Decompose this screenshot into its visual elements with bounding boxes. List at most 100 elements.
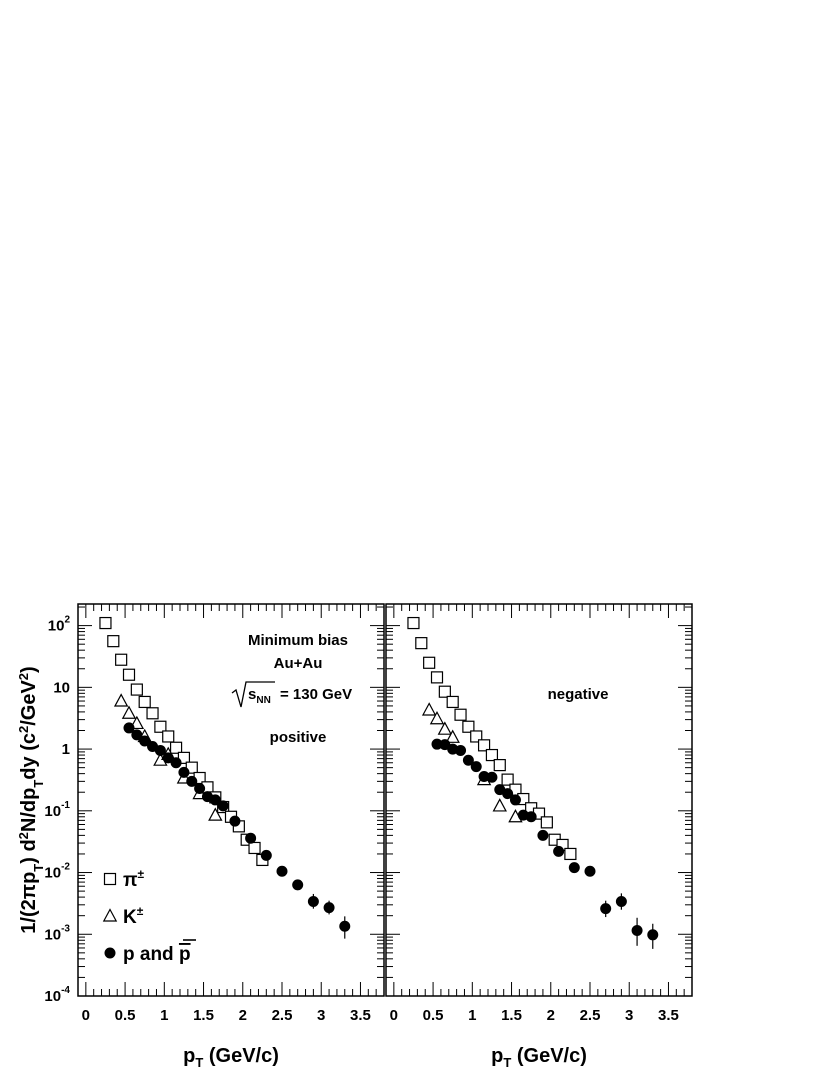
square-point xyxy=(146,707,159,720)
triangle-point xyxy=(113,693,129,707)
square-point xyxy=(115,653,128,666)
y-tick-label: 10 xyxy=(53,679,70,696)
right-panel: 0 0.5 1 1.5 2 2.5 3 3.5 pT (GeV/c) negative xyxy=(385,603,693,1070)
square-point xyxy=(462,720,475,733)
circle-point xyxy=(229,815,241,827)
x-tick-label: 1 xyxy=(468,1007,476,1024)
circle-point xyxy=(339,920,351,932)
triangle-point xyxy=(445,729,460,743)
square-point xyxy=(470,730,483,743)
circle-point xyxy=(217,800,229,812)
square-point xyxy=(438,685,451,698)
circle-point xyxy=(131,729,143,741)
y-tick-label: 10-4 xyxy=(44,985,70,1005)
square-point xyxy=(423,656,436,669)
square-point xyxy=(154,720,167,733)
annotation-minimum-bias: Minimum bias xyxy=(248,632,348,649)
circle-point xyxy=(260,849,272,861)
y-tick-label: 102 xyxy=(48,615,71,635)
circle-point xyxy=(194,782,206,794)
legend-marker-triangle xyxy=(102,908,118,922)
x-tick-label: 3 xyxy=(625,1007,633,1024)
x-tick-label: 0.5 xyxy=(423,1007,444,1024)
circle-point xyxy=(525,811,537,823)
annotation-charge: negative xyxy=(548,686,609,703)
legend-label-triangle: K± xyxy=(123,904,144,928)
circle-point xyxy=(600,903,612,915)
square-point xyxy=(107,635,120,648)
x-tick-label: 1.5 xyxy=(501,1007,522,1024)
square-point xyxy=(99,616,112,630)
x-tick-label: 3.5 xyxy=(350,1007,371,1024)
square-series xyxy=(99,616,269,867)
square-series xyxy=(407,616,577,861)
square-point xyxy=(430,671,444,684)
square-point xyxy=(122,668,136,681)
circle-point xyxy=(245,832,257,844)
x-tick-label: 0.5 xyxy=(115,1007,136,1024)
triangle-point xyxy=(208,807,223,821)
x-tick-label: 0 xyxy=(82,1007,90,1024)
x-tick-label: 2 xyxy=(239,1007,247,1024)
annotation-system: Au+Au xyxy=(274,655,323,672)
triangle-point xyxy=(437,721,453,735)
x-tick-label: 3.5 xyxy=(658,1007,679,1024)
x-axis-label: pT (GeV/c) xyxy=(183,1045,279,1070)
square-point xyxy=(407,616,420,630)
square-point xyxy=(501,773,514,786)
square-point xyxy=(169,741,183,754)
circle-point xyxy=(186,775,198,787)
y-tick-label: 10-2 xyxy=(44,862,70,882)
circle-point xyxy=(123,722,135,734)
circle-point xyxy=(486,771,498,783)
circle-point xyxy=(139,735,151,747)
x-tick-label: 1.5 xyxy=(193,1007,214,1024)
circle-point xyxy=(154,744,166,756)
square-point xyxy=(446,695,459,709)
triangle-series xyxy=(421,702,523,823)
circle-series xyxy=(431,738,659,949)
x-tick-label: 1 xyxy=(160,1007,168,1024)
circle-point xyxy=(509,794,521,806)
circle-point xyxy=(470,761,482,773)
circle-point xyxy=(276,865,288,877)
circle-point xyxy=(568,862,580,874)
sqrt-sign xyxy=(231,681,275,708)
x-tick-label: 2.5 xyxy=(580,1007,601,1024)
x-tick-label: 0 xyxy=(390,1007,398,1024)
circle-point xyxy=(537,829,549,841)
annotation-energy: = 130 GeV xyxy=(280,686,352,703)
legend-marker-circle xyxy=(104,947,116,959)
annotation-charge: positive xyxy=(270,729,327,746)
plot-frame xyxy=(385,603,693,997)
circle-point xyxy=(323,902,335,914)
circle-series xyxy=(123,722,351,939)
circle-point xyxy=(455,744,467,756)
square-point xyxy=(540,816,553,829)
y-axis-label: 1/(2πpT) d2N/dpTdy (c2/GeV2) xyxy=(16,666,46,933)
circle-point xyxy=(647,929,659,941)
square-point xyxy=(485,748,499,762)
left-panel: 0 0.5 1 1.5 2 2.5 3 3.5 10-4 10-3 10-2 10-1 1 10 102 pT… xyxy=(44,603,385,1070)
square-point xyxy=(138,695,151,709)
circle-point xyxy=(502,788,514,800)
triangle-point xyxy=(429,710,445,725)
legend-marker-square xyxy=(103,872,117,886)
square-point xyxy=(477,739,491,752)
square-point xyxy=(162,730,175,743)
square-point xyxy=(130,683,143,696)
circle-point xyxy=(178,766,190,778)
circle-point xyxy=(307,895,319,907)
circle-point xyxy=(162,752,174,764)
x-tick-label: 3 xyxy=(317,1007,325,1024)
circle-point xyxy=(631,925,643,937)
circle-point xyxy=(462,754,474,766)
x-tick-label: 2 xyxy=(547,1007,555,1024)
square-point xyxy=(415,637,428,650)
legend-label-circle: p and p xyxy=(123,944,191,965)
circle-point xyxy=(615,895,627,907)
plot-frame xyxy=(77,603,385,997)
circle-point xyxy=(209,794,221,806)
y-tick-label: 10-1 xyxy=(44,800,70,820)
